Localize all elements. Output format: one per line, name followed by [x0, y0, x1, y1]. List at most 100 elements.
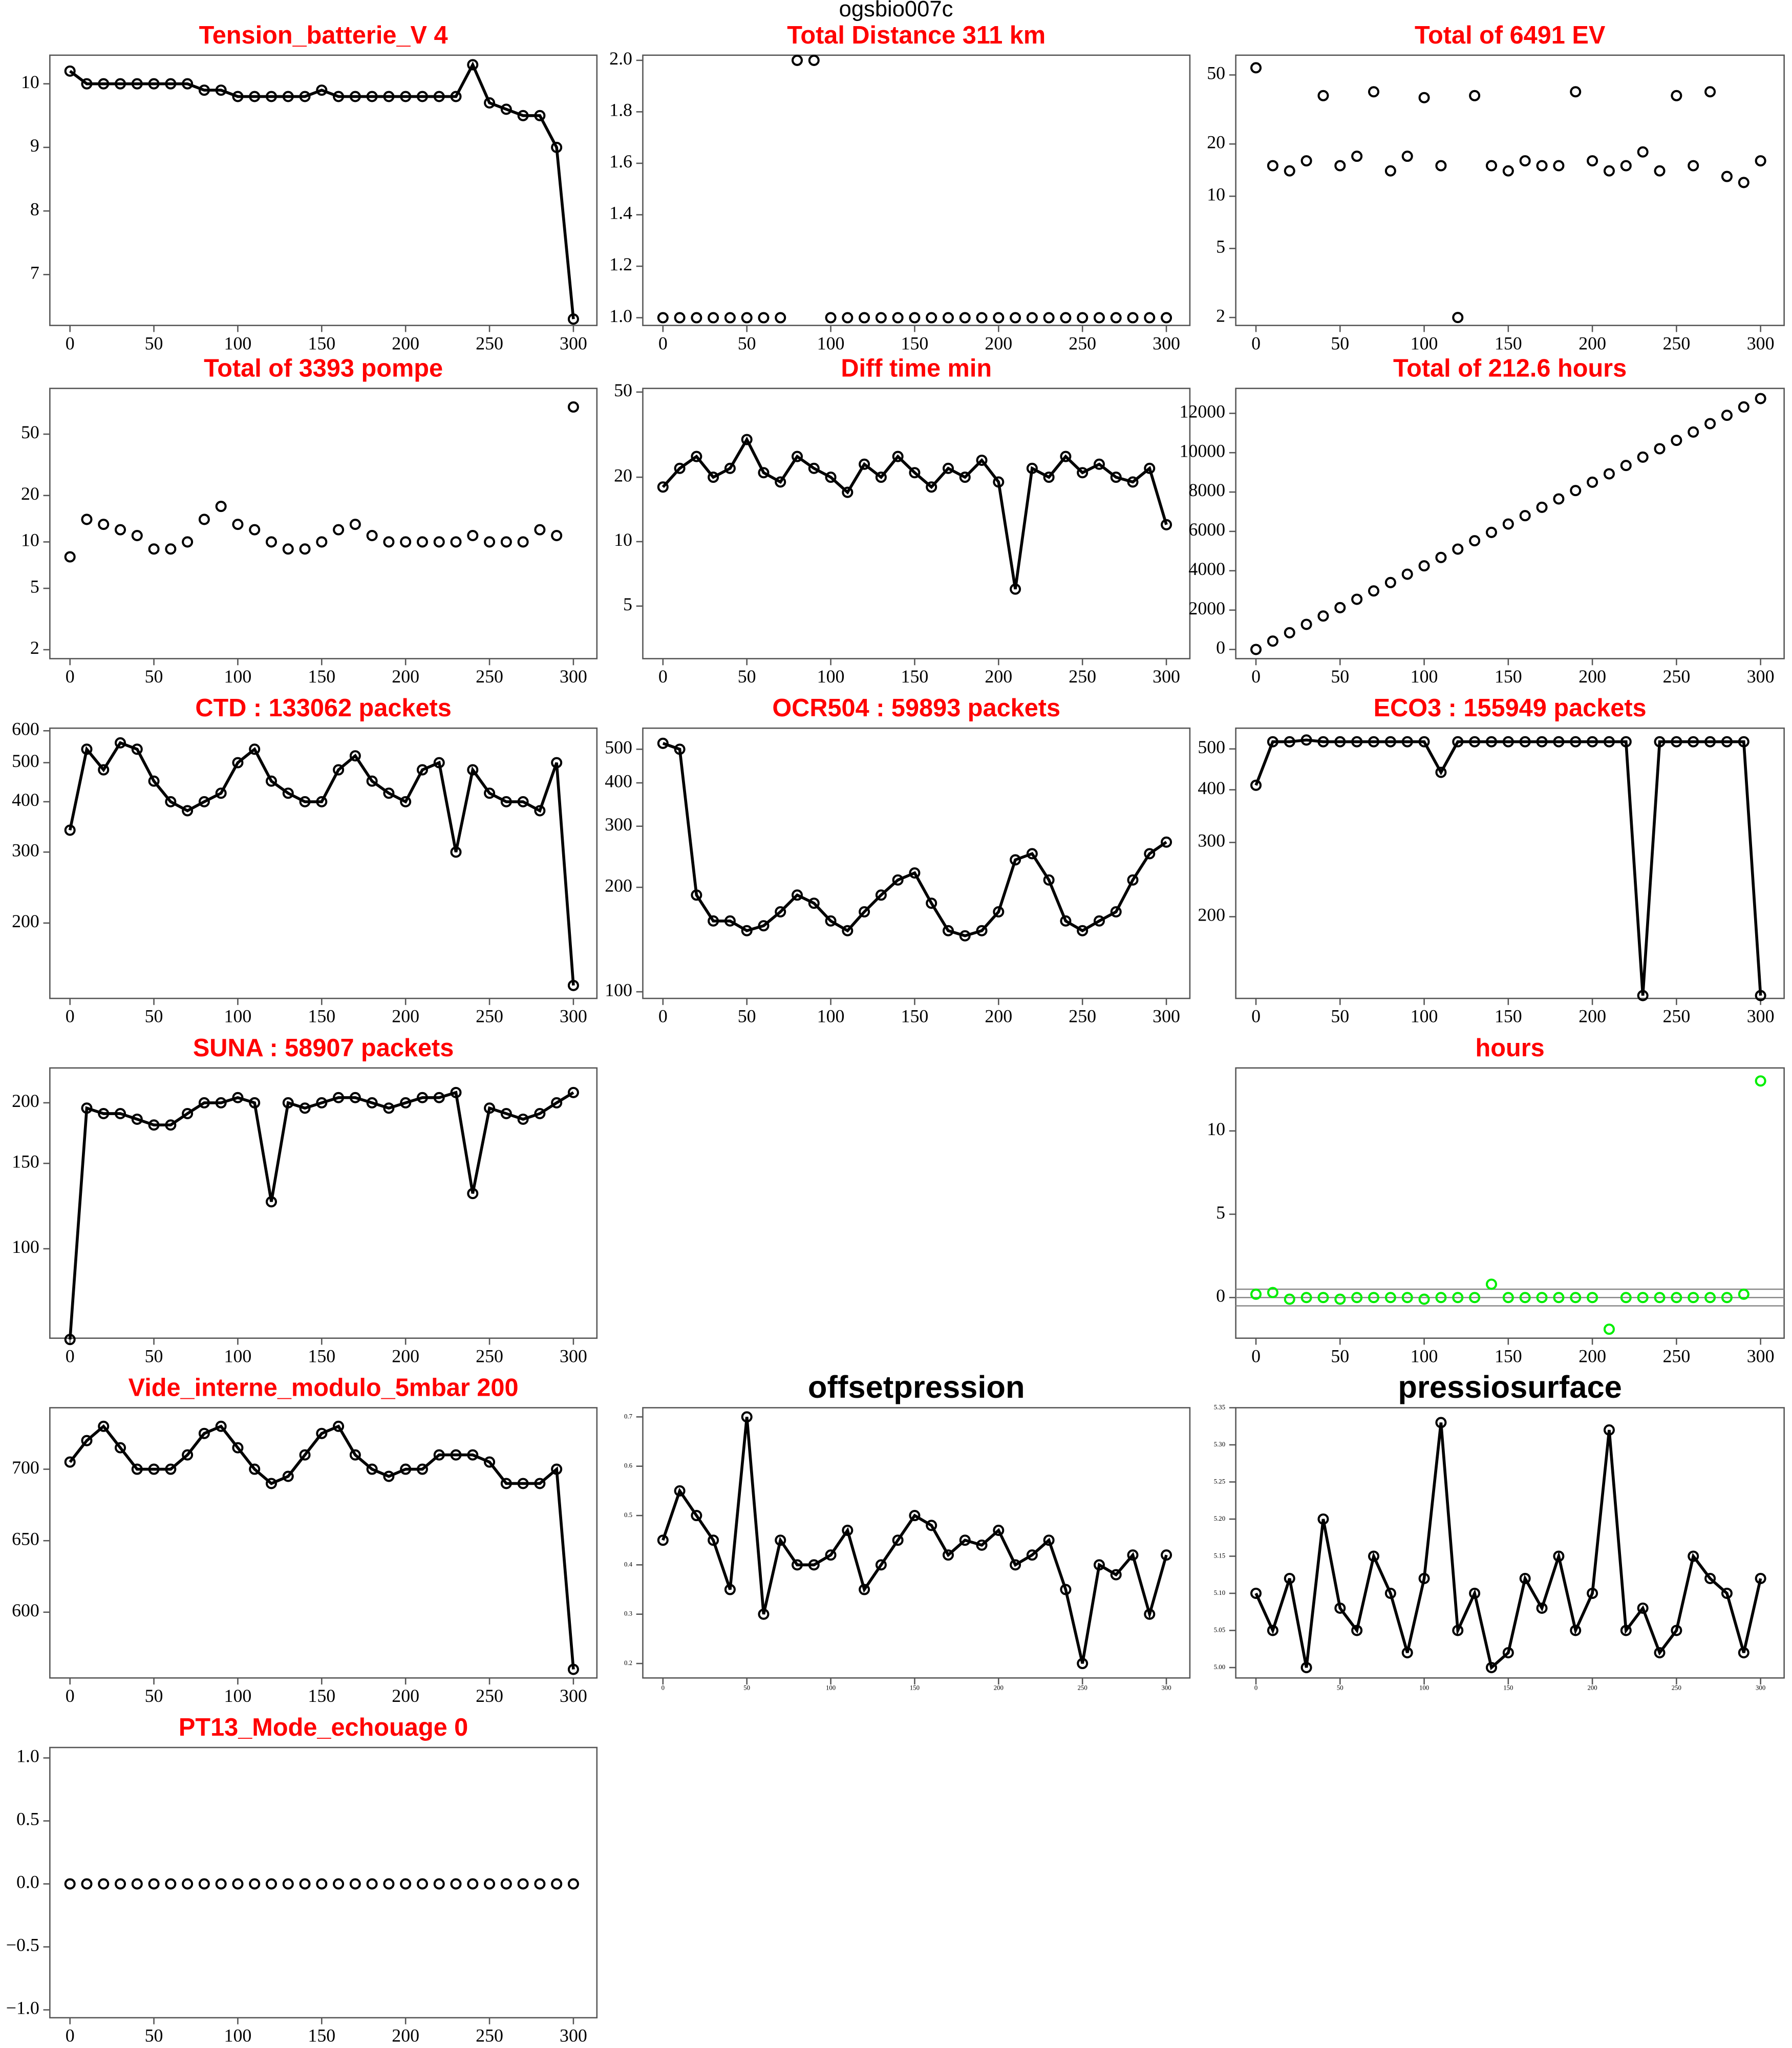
data-point — [1721, 1587, 1733, 1599]
x-tick-label: 200 — [392, 1346, 419, 1366]
x-tick-label: 0 — [66, 1006, 75, 1027]
data-point — [1093, 915, 1105, 927]
data-point — [467, 59, 479, 71]
data-point — [484, 1102, 496, 1114]
data-point — [1755, 1075, 1766, 1087]
x-tick-label: 0 — [1251, 666, 1261, 687]
y-tick-label: 4000 — [1188, 559, 1225, 579]
y-tick-label: 0.2 — [624, 1659, 632, 1667]
data-point — [1093, 458, 1105, 470]
x-tick-label: 50 — [738, 333, 756, 353]
data-point — [1469, 1587, 1481, 1599]
data-point — [232, 1442, 244, 1454]
data-point — [433, 536, 445, 548]
data-point — [232, 519, 244, 530]
data-point — [484, 787, 496, 799]
chart-title: pressiosurface — [1398, 1370, 1622, 1405]
data-point — [383, 1102, 395, 1114]
data-point — [316, 796, 328, 807]
data-point — [1570, 86, 1582, 98]
x-tick-label: 200 — [1578, 1346, 1606, 1366]
data-point — [1587, 1587, 1598, 1599]
data-point — [467, 529, 479, 542]
data-point — [1519, 510, 1531, 522]
data-point — [282, 91, 294, 102]
data-point — [1637, 990, 1649, 1001]
x-tick-label: 250 — [1662, 333, 1690, 353]
data-point — [98, 1420, 110, 1432]
x-tick-label: 200 — [994, 1684, 1004, 1692]
data-point — [1418, 736, 1430, 748]
data-point — [1300, 1292, 1312, 1304]
data-point — [1127, 874, 1139, 886]
data-point — [909, 467, 921, 479]
y-tick-label: 0.0 — [16, 1872, 39, 1892]
figure-title: ogsbio007c — [839, 0, 953, 22]
data-point — [1553, 736, 1565, 748]
data-point — [416, 1878, 428, 1890]
data-point — [1536, 160, 1548, 172]
data-point — [791, 451, 803, 462]
data-point — [976, 1539, 988, 1551]
data-point — [567, 1663, 579, 1675]
data-point — [316, 1097, 328, 1108]
y-tick-label: 10 — [21, 72, 39, 92]
y-tick-label: 0.6 — [624, 1462, 633, 1469]
data-point — [1368, 585, 1380, 597]
plot-frame — [642, 388, 1191, 659]
x-tick-label: 150 — [1495, 1006, 1522, 1027]
data-point — [1418, 560, 1430, 572]
data-point — [1267, 736, 1278, 748]
data-point — [1060, 915, 1072, 927]
data-point — [131, 529, 143, 542]
data-point — [758, 467, 770, 479]
y-tick-label: 5 — [623, 594, 632, 614]
x-tick-label: 0 — [1254, 1684, 1257, 1692]
data-point — [81, 514, 93, 525]
data-point — [299, 91, 311, 102]
data-point — [1284, 736, 1295, 748]
data-point — [1368, 1292, 1380, 1304]
data-point — [976, 454, 988, 466]
chart-title: SUNA : 58907 packets — [193, 1034, 454, 1062]
y-tick-label: 600 — [12, 1600, 39, 1620]
x-tick-label: 200 — [392, 1006, 419, 1027]
data-point — [1300, 618, 1312, 630]
data-point — [1502, 1292, 1514, 1304]
plot-frame — [49, 54, 598, 326]
data-point — [349, 1449, 361, 1461]
data-point — [1026, 462, 1038, 474]
data-point — [64, 1334, 76, 1346]
plot-frame — [49, 1746, 598, 2019]
data-point — [249, 1878, 261, 1890]
y-tick-label: 5.10 — [1214, 1589, 1225, 1596]
data-point — [416, 764, 428, 776]
data-point — [1452, 543, 1464, 555]
data-point — [249, 743, 261, 755]
data-point — [433, 1092, 445, 1103]
data-point — [567, 401, 579, 413]
data-point — [299, 796, 311, 807]
data-point — [1127, 312, 1139, 324]
data-point — [1317, 610, 1329, 622]
x-tick-label: 250 — [1078, 1684, 1087, 1692]
data-point — [1755, 393, 1766, 404]
y-tick-label: 20 — [614, 465, 632, 485]
data-point — [1368, 736, 1380, 748]
data-point — [232, 1878, 244, 1890]
x-tick-label: 250 — [476, 1686, 503, 1706]
data-point — [791, 889, 803, 901]
x-tick-label: 200 — [1588, 1684, 1597, 1692]
x-tick-label: 50 — [1331, 666, 1349, 687]
data-point — [567, 313, 579, 325]
data-point — [1401, 736, 1413, 748]
data-point — [1688, 426, 1699, 438]
data-point — [433, 1878, 445, 1890]
x-tick-label: 200 — [392, 2025, 419, 2046]
x-tick-label: 100 — [224, 333, 252, 353]
data-point — [165, 1878, 177, 1890]
data-point — [467, 1878, 479, 1890]
data-point — [1620, 736, 1632, 748]
x-tick-label: 300 — [560, 333, 587, 353]
data-point — [909, 867, 921, 879]
